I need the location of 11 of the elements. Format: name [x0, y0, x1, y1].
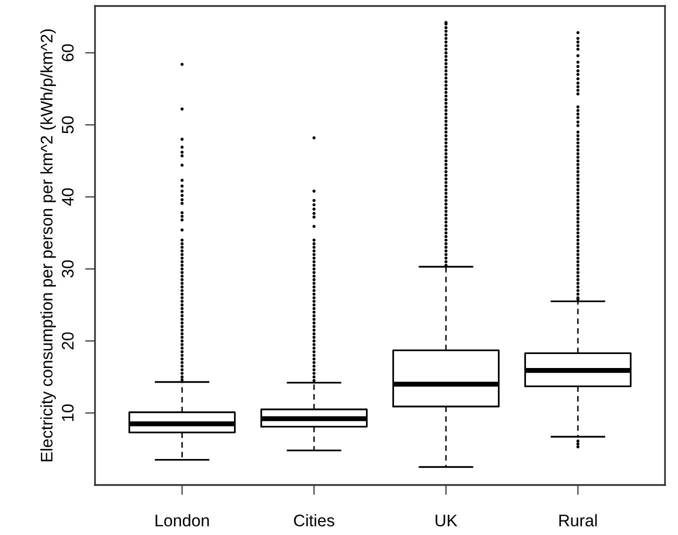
y-axis-title: Electricity consumption per person per km^2 (kWh/p/km^2) [40, 29, 56, 462]
x-tick-label: Rural [559, 514, 597, 526]
x-tick-label: UK [436, 514, 458, 526]
y-tick-label: 50 [62, 116, 74, 134]
y-tick-label: 10 [62, 404, 74, 421]
y-tick-label: 40 [62, 188, 74, 206]
x-tick-label: London [156, 514, 209, 526]
x-tick-label: Cities [294, 514, 334, 526]
y-tick-label: 60 [62, 44, 74, 62]
y-tick-label: 20 [62, 332, 74, 350]
y-tick-label: 30 [62, 260, 74, 278]
